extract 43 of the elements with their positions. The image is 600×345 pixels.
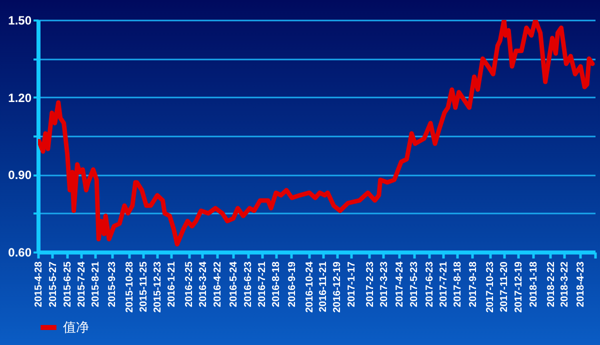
x-tick-label: 2018-3-22 [560,261,571,308]
x-tick-label: 2017-8-18 [452,261,464,308]
y-tick-label: 1.50 [8,14,32,28]
x-tick-label: 2017-7-21 [438,261,450,308]
x-tick-label: 2016-8-18 [271,261,282,308]
x-tick-label: 2017-3-23 [378,261,390,308]
x-tick-label: 2018-4-23 [576,261,587,308]
x-tick-label: 2016-3-24 [198,261,209,308]
x-tick-label: 2015-5-27 [48,261,59,308]
x-tick-label: 2016-10-24 [304,261,316,313]
x-tick-label: 2017-9-18 [468,261,479,308]
x-tick-label: 2017-4-24 [394,261,406,308]
y-tick-label: 0.60 [8,246,32,260]
x-tick-label: 2015-7-24 [76,261,88,308]
x-tick-label: 2018-2-22 [546,261,557,308]
x-tick-label: 2017-10-23 [485,261,496,313]
x-tick-label: 2017-11-20 [499,261,510,312]
x-tick-label: 2015-10-28 [124,261,136,313]
x-tick-label: 2016-7-21 [257,261,268,308]
x-tick-label: 2017-2-23 [364,261,376,308]
x-tick-label: 2016-6-23 [243,261,254,308]
x-tick-label: 2018-1-18 [528,261,540,308]
x-tick-label: 2016-1-21 [166,261,178,308]
x-tick-label: 2015-8-21 [90,261,102,308]
x-tick-label: 2016-12-19 [332,261,344,313]
y-tick-label: 0.90 [8,168,32,182]
x-tick-label: 2016-5-24 [228,261,240,308]
x-tick-label: 2016-11-21 [318,261,330,312]
x-tick-label: 2015-4-28 [34,261,44,308]
x-tick-label: 2017-6-23 [424,261,436,308]
x-tick-label: 2015-6-25 [62,261,74,308]
x-tick-label: 2016-2-25 [184,261,196,308]
x-tick-label: 2015-12-23 [152,261,164,313]
x-tick-label: 2017-5-23 [409,261,420,308]
x-tick-label: 2016-9-19 [286,261,298,308]
x-tick-label: 2017-1-17 [346,261,358,308]
x-tick-label: 2016-4-22 [212,261,224,308]
line-series [38,20,595,247]
y-tick-label: 1.20 [8,90,32,105]
x-tick-label: 2015-11-25 [138,261,150,312]
legend-label: 值净 [63,320,89,336]
x-tick-label: 2017-12-19 [513,261,524,313]
x-tick-label: 2015-9-23 [107,261,118,308]
